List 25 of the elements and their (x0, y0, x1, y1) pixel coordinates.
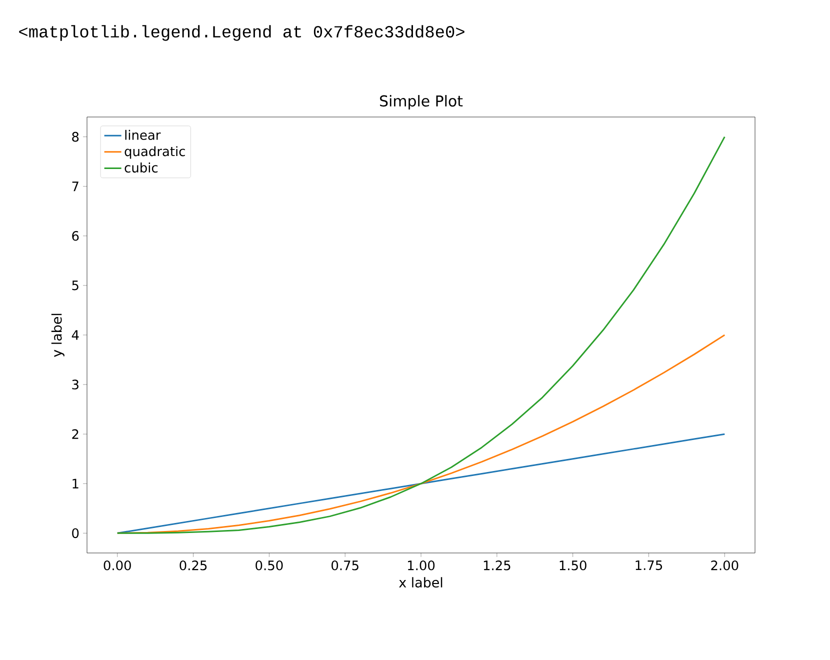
y-axis-title: y label (51, 314, 64, 357)
x-tick-label: 1.50 (560, 560, 586, 570)
x-tick-label: 2.00 (711, 560, 738, 570)
legend-label: linear (125, 130, 161, 140)
y-tick-label: 7 (72, 182, 78, 192)
x-tick-label: 0.75 (332, 560, 358, 570)
x-tick-label: 0.00 (104, 560, 131, 570)
x-tick-label: 1.00 (408, 560, 435, 570)
x-axis-title: x label (399, 577, 442, 588)
x-tick-label: 0.50 (256, 560, 283, 570)
y-tick-label: 3 (72, 380, 78, 390)
y-tick-label: 2 (72, 429, 78, 439)
y-tick-label: 1 (72, 478, 78, 488)
chart-title: Simple Plot (380, 95, 463, 110)
text: <matplotlib.legend.Legend at 0x7f8ec33dd8e0> (19, 25, 464, 41)
y-tick-label: 5 (72, 280, 78, 290)
y-tick-label: 0 (72, 528, 79, 538)
x-tick-label: 1.75 (636, 560, 662, 570)
legend-label: quadratic (124, 146, 185, 159)
y-tick-label: 6 (72, 231, 79, 241)
y-tick-label: 8 (72, 132, 79, 142)
x-tick-label: 0.25 (180, 560, 207, 570)
legend-label: cubic (124, 162, 158, 173)
y-tick-label: 4 (72, 330, 79, 340)
x-tick-label: 1.25 (484, 560, 510, 570)
